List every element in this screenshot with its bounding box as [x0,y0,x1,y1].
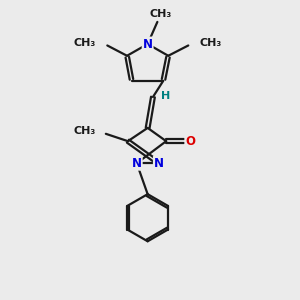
Text: N: N [154,157,164,170]
Text: CH₃: CH₃ [149,9,171,19]
Text: CH₃: CH₃ [73,126,95,136]
Text: H: H [161,91,170,100]
Text: N: N [142,38,153,50]
Text: O: O [185,135,195,148]
Text: N: N [132,157,142,170]
Text: CH₃: CH₃ [74,38,96,48]
Text: CH₃: CH₃ [200,38,222,48]
